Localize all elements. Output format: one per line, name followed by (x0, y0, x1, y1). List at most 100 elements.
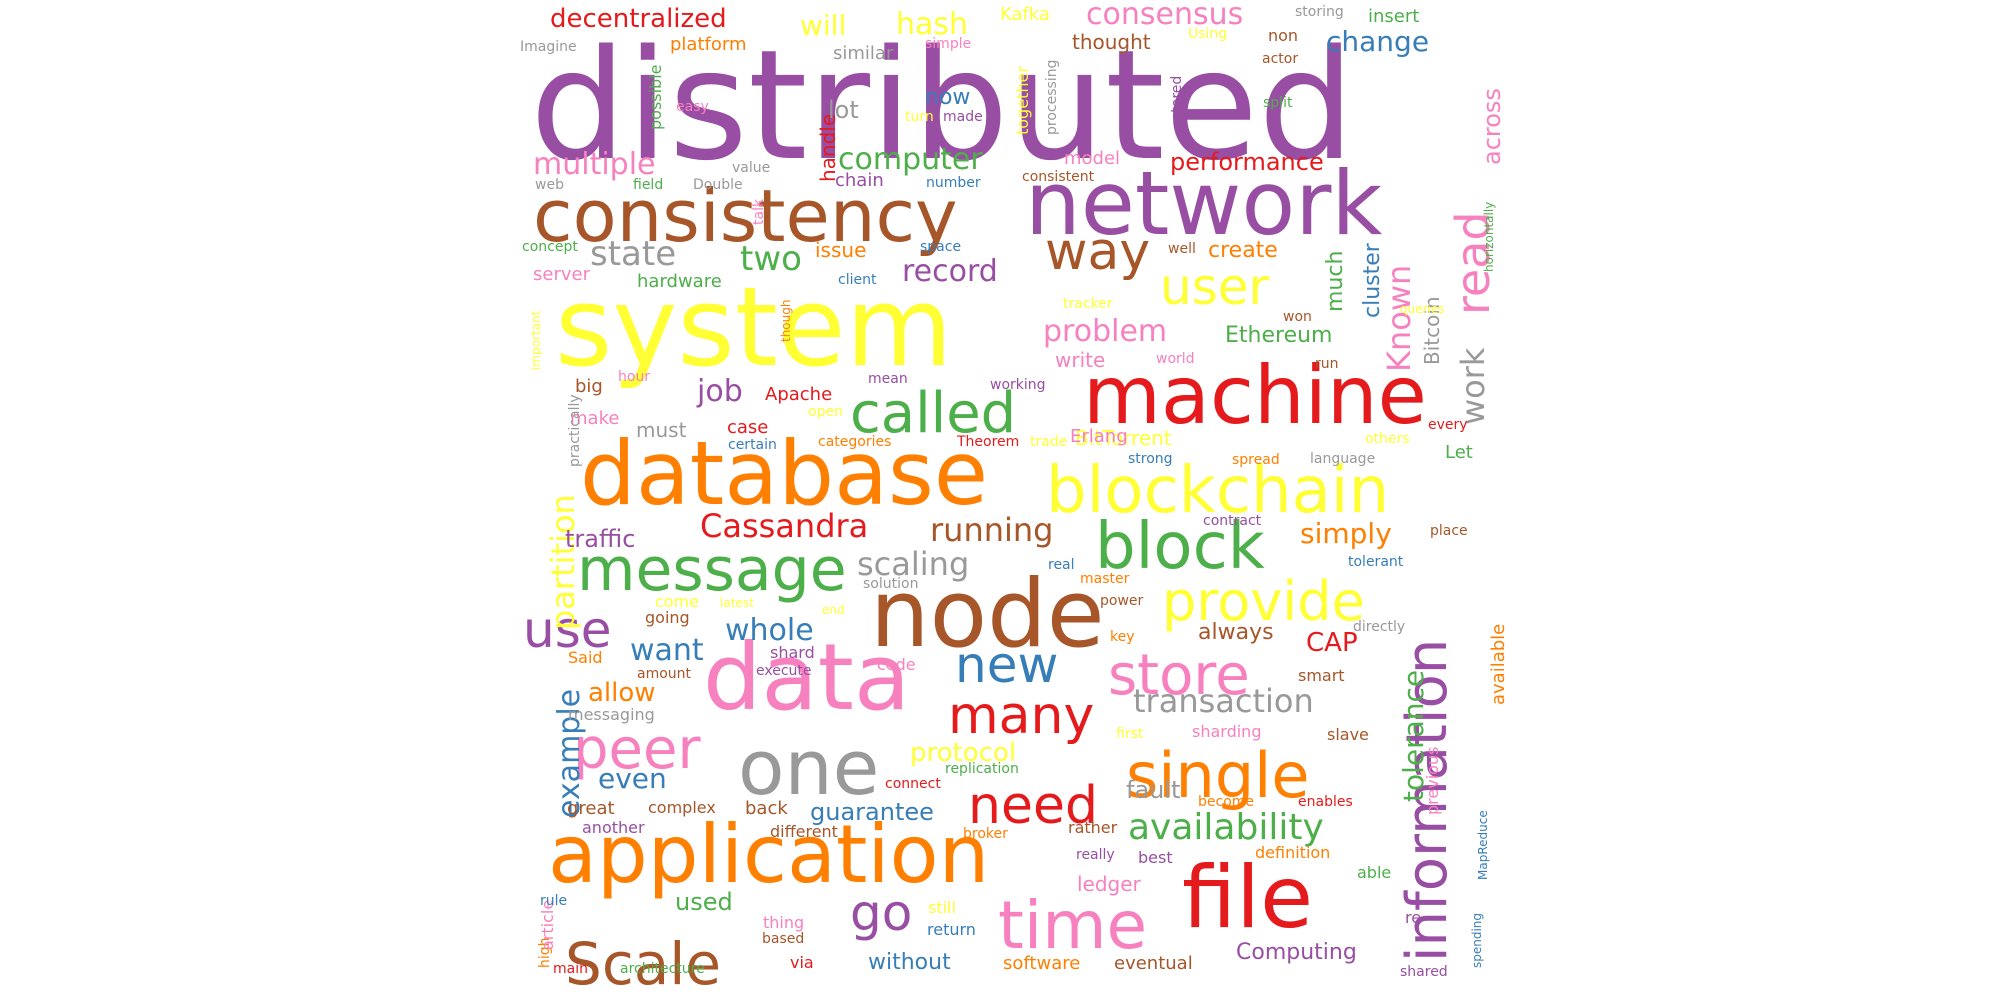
word-well: well (1168, 241, 1196, 257)
word-best: best (1138, 848, 1173, 867)
word-end: end (822, 603, 845, 617)
word-let: Let (1445, 442, 1473, 463)
word-lot: lot (828, 96, 859, 124)
word-strong: strong (1128, 451, 1173, 467)
word-working: working (990, 377, 1046, 393)
word-latest: latest (720, 596, 754, 610)
word-create: create (1208, 238, 1278, 263)
word-two: two (740, 239, 802, 279)
word-even: even (598, 762, 667, 795)
word-fault: fault (1126, 776, 1181, 804)
word-server: server (533, 264, 590, 285)
word-together: together (1013, 66, 1032, 135)
word-ledger: ledger (1077, 872, 1141, 896)
word-sharding: sharding (1192, 722, 1262, 741)
word-architecture: architecture (620, 961, 705, 977)
word-possible: possible (646, 64, 665, 130)
word-tolerant: tolerant (1348, 554, 1404, 570)
word-whole: whole (725, 613, 814, 648)
word-called: called (850, 381, 1017, 446)
word-messaging: messaging (568, 705, 655, 724)
word-partition: partition (544, 494, 582, 630)
word-code: code (877, 655, 916, 674)
word-spread: spread (1232, 452, 1280, 468)
word-computing: Computing (1236, 940, 1357, 965)
word-issue: issue (815, 238, 867, 262)
word-way: way (1045, 222, 1151, 282)
word-message: message (577, 535, 847, 605)
word-similar: similar (833, 43, 894, 64)
word-known: Known (1380, 264, 1418, 372)
word-certain: certain (728, 437, 777, 453)
word-must: must (636, 418, 687, 442)
word-language: language (1310, 451, 1376, 467)
word-will: will (800, 9, 847, 42)
word-distributed: distributed (530, 17, 1355, 194)
word-become: become (1198, 794, 1255, 810)
word-blockchain: blockchain (1046, 454, 1390, 528)
word-another: another (582, 818, 645, 837)
word-world: world (1156, 351, 1195, 367)
word-complex: complex (648, 798, 716, 817)
word-number: number (926, 175, 981, 191)
word-problem: problem (1043, 314, 1168, 349)
word-state: state (590, 234, 677, 274)
word-broker: broker (963, 826, 1008, 842)
word-key: key (1110, 629, 1135, 645)
word-file: file (1182, 848, 1313, 948)
word-great: great (567, 798, 615, 819)
word-back: back (745, 798, 788, 819)
word-spending: spending (1470, 912, 1484, 968)
word-many: many (948, 686, 1095, 746)
word-really: really (1076, 847, 1115, 863)
word-decentralized: decentralized (550, 4, 727, 34)
word-cassandra: Cassandra (700, 507, 869, 545)
word-power: power (1100, 593, 1144, 609)
word-traffic: traffic (565, 525, 636, 553)
word-split: split (1263, 95, 1293, 111)
word-definition: definition (1255, 843, 1331, 862)
word-use: use (523, 601, 612, 659)
word-slave: slave (1327, 725, 1369, 744)
word-availability: availability (1128, 807, 1324, 848)
word-execute: execute (756, 663, 812, 679)
word-made: made (943, 109, 983, 125)
word-shared: shared (1400, 964, 1448, 980)
word-talk: talk (751, 198, 767, 225)
word-running: running (930, 511, 1054, 549)
word-insert: insert (1368, 6, 1420, 27)
word-horizontally: horizontally (1482, 201, 1496, 272)
word-block: block (1095, 510, 1265, 584)
word-now: now (925, 85, 971, 110)
word-platform: platform (670, 34, 747, 55)
word-previous: previous (1423, 746, 1442, 815)
word-thing: thing (763, 913, 805, 932)
word-field: field (633, 177, 664, 193)
word-want: want (630, 633, 704, 668)
word-easy: easy (676, 99, 709, 115)
word-protocol: protocol (910, 738, 1017, 768)
word-scale: Scale (565, 930, 722, 998)
word-value: value (732, 160, 771, 176)
word-node: node (870, 560, 1105, 669)
word-need: need (968, 776, 1098, 836)
word-store: store (1108, 643, 1250, 708)
word-without: without (868, 950, 951, 975)
word-won: won (1283, 309, 1312, 325)
word-erlang: Erlang (1070, 426, 1128, 447)
word-eventual: eventual (1114, 953, 1193, 974)
word-amount: amount (637, 666, 692, 682)
word-non: non (1268, 26, 1299, 45)
word-ethereum: Ethereum (1225, 323, 1333, 348)
word-case: case (727, 417, 769, 438)
word-model: model (1064, 148, 1121, 169)
word-practically: practically (567, 394, 583, 467)
word-actor: actor (1262, 51, 1299, 67)
word-client: client (838, 272, 877, 288)
word-processing: processing (1044, 59, 1060, 135)
word-imagine: Imagine (520, 39, 577, 55)
word-master: master (1080, 571, 1130, 587)
word-able: able (1357, 863, 1392, 882)
word-double: Double (693, 177, 743, 193)
word-kafka: Kafka (1000, 4, 1050, 25)
